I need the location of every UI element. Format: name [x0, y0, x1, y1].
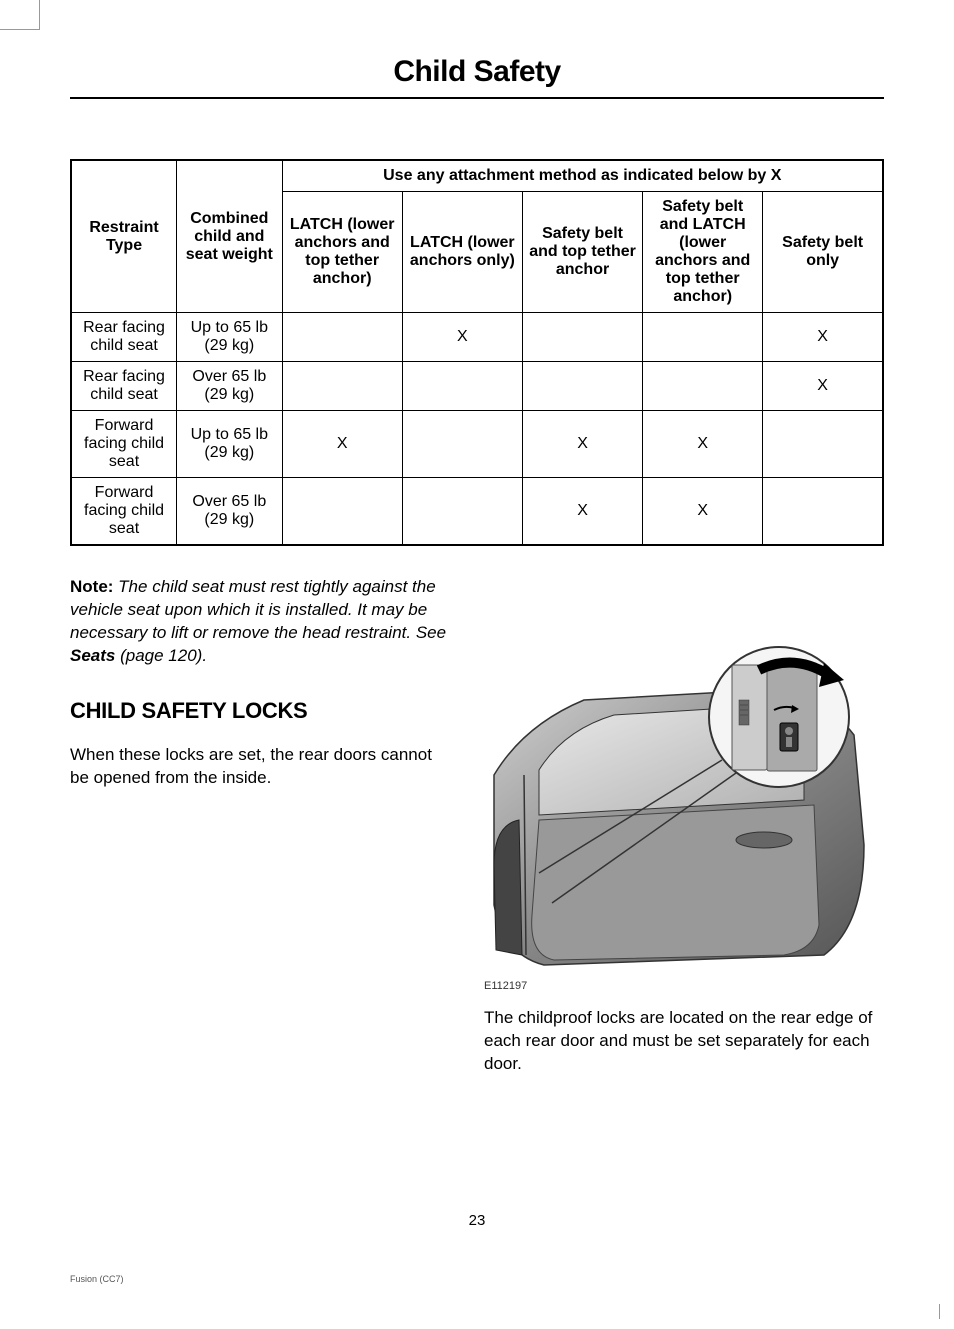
note-page-ref: (page 120).: [115, 646, 207, 665]
image-reference: E112197: [484, 980, 884, 992]
page-title: Child Safety: [70, 55, 884, 89]
cell-mark: [522, 313, 642, 362]
cell-mark: [522, 362, 642, 411]
table-row: Rear facing child seat Over 65 lb (29 kg…: [71, 362, 883, 411]
seats-link: Seats: [70, 646, 115, 665]
cell-mark: X: [402, 313, 522, 362]
cell-mark: [282, 313, 402, 362]
table-row: Rear facing child seat Up to 65 lb (29 k…: [71, 313, 883, 362]
cell-weight: Over 65 lb (29 kg): [177, 478, 283, 546]
cell-restraint: Forward facing child seat: [71, 411, 177, 478]
cell-mark: X: [282, 411, 402, 478]
cell-mark: [643, 313, 763, 362]
table-row: Forward facing child seat Up to 65 lb (2…: [71, 411, 883, 478]
crop-mark: [0, 0, 40, 30]
table-subheader: LATCH (lower anchors only): [402, 192, 522, 313]
cell-mark: X: [763, 362, 883, 411]
crop-mark: [939, 1304, 954, 1319]
cell-weight: Over 65 lb (29 kg): [177, 362, 283, 411]
cell-mark: X: [522, 478, 642, 546]
table-header-restraint: Restraint Type: [71, 160, 177, 313]
table-subheader: LATCH (lower anchors and top tether anch…: [282, 192, 402, 313]
diagram-caption: The childproof locks are located on the …: [484, 1007, 884, 1076]
cell-mark: X: [643, 478, 763, 546]
page-content: Child Safety Restraint Type Combined chi…: [0, 0, 954, 830]
table-subheader: Safety belt only: [763, 192, 883, 313]
cell-restraint: Rear facing child seat: [71, 362, 177, 411]
cell-restraint: Forward facing child seat: [71, 478, 177, 546]
cell-mark: [282, 362, 402, 411]
cell-mark: X: [763, 313, 883, 362]
cell-mark: [763, 478, 883, 546]
cell-mark: [643, 362, 763, 411]
table-subheader: Safety belt and LATCH (lower anchors and…: [643, 192, 763, 313]
table-row: Forward facing child seat Over 65 lb (29…: [71, 478, 883, 546]
cell-mark: [402, 362, 522, 411]
table-header-combined: Combined child and seat weight: [177, 160, 283, 313]
locks-intro-text: When these locks are set, the rear doors…: [70, 744, 453, 790]
note-paragraph: Note: The child seat must rest tightly a…: [70, 576, 453, 668]
right-column: E112197 The childproof locks are located…: [484, 645, 884, 1076]
cell-restraint: Rear facing child seat: [71, 313, 177, 362]
child-lock-diagram: [484, 645, 884, 975]
door-lock-illustration: [484, 645, 884, 975]
title-underline: [70, 97, 884, 99]
cell-weight: Up to 65 lb (29 kg): [177, 411, 283, 478]
page-number: 23: [0, 1212, 954, 1229]
cell-weight: Up to 65 lb (29 kg): [177, 313, 283, 362]
table-header-methods: Use any attachment method as indicated b…: [282, 160, 883, 192]
cell-mark: [282, 478, 402, 546]
cell-mark: X: [522, 411, 642, 478]
cell-mark: [402, 478, 522, 546]
restraint-table: Restraint Type Combined child and seat w…: [70, 159, 884, 546]
note-label: Note:: [70, 577, 113, 596]
table-subheader: Safety belt and top tether anchor: [522, 192, 642, 313]
note-text: The child seat must rest tightly against…: [70, 577, 446, 642]
footer-text: Fusion (CC7): [70, 1274, 124, 1284]
cell-mark: [763, 411, 883, 478]
cell-mark: X: [643, 411, 763, 478]
cell-mark: [402, 411, 522, 478]
